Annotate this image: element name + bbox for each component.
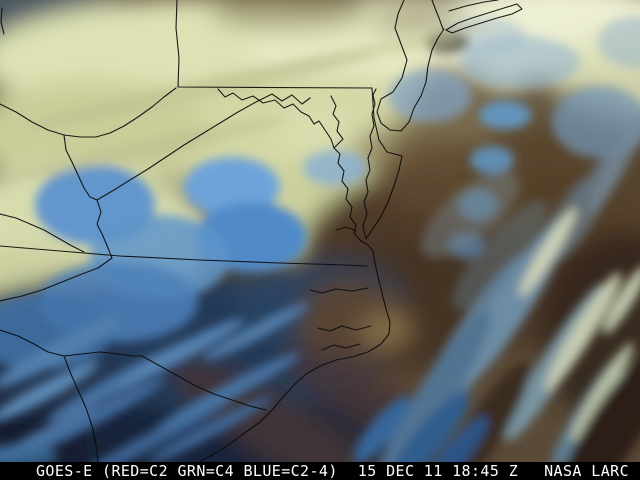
coastline-james-river — [335, 226, 357, 232]
caption-credit: NASA LARC — [544, 462, 630, 480]
boundary-virginia-north-carolina — [0, 245, 368, 267]
coastline-pamlico-river — [317, 325, 372, 332]
boundary-tennessee-north-carolina — [0, 329, 143, 357]
coastline-chesapeake-east — [362, 88, 377, 240]
boundary-pennsylvania — [175, 0, 373, 89]
boundary-north-south-carolina — [141, 355, 267, 411]
boundary-tennessee-virginia — [0, 257, 113, 302]
caption-timestamp: 15 DEC 11 18:45 Z — [357, 462, 519, 480]
coastline-long-island — [445, 3, 523, 34]
boundary-kentucky-river — [0, 213, 85, 253]
grain-texture — [0, 0, 640, 462]
boundary-kentucky-virginia — [96, 199, 113, 259]
caption-bar: GOES-E (RED=C2 GRN=C4 BLUE=C2-4) 15 DEC … — [0, 462, 640, 480]
boundary-virginia-west-virginia — [96, 93, 311, 201]
coastline-connecticut — [448, 0, 499, 12]
satellite-imagery — [0, 0, 640, 462]
boundary-potomac-river — [217, 88, 335, 149]
boundary-new-jersey — [376, 0, 445, 132]
boundary-ohio-river — [0, 87, 177, 138]
caption-product: GOES-E (RED=C2 GRN=C4 BLUE=C2-4) — [36, 462, 338, 480]
coastline-albemarle-sound — [309, 287, 369, 294]
boundary-overlay — [0, 0, 523, 462]
coastline-delmarva-atlantic — [365, 155, 403, 240]
boundary-georgia-south-carolina — [63, 355, 99, 462]
boundary-kentucky-west-virginia — [63, 134, 98, 201]
boundary-lake-shore-fragment — [0, 7, 5, 35]
satellite-image — [0, 0, 640, 462]
coastline-outer-banks — [198, 250, 391, 462]
coastline-chesapeake-west — [330, 95, 374, 252]
boundary-hudson-river — [431, 0, 444, 30]
coastline-neuse-river — [321, 343, 361, 351]
